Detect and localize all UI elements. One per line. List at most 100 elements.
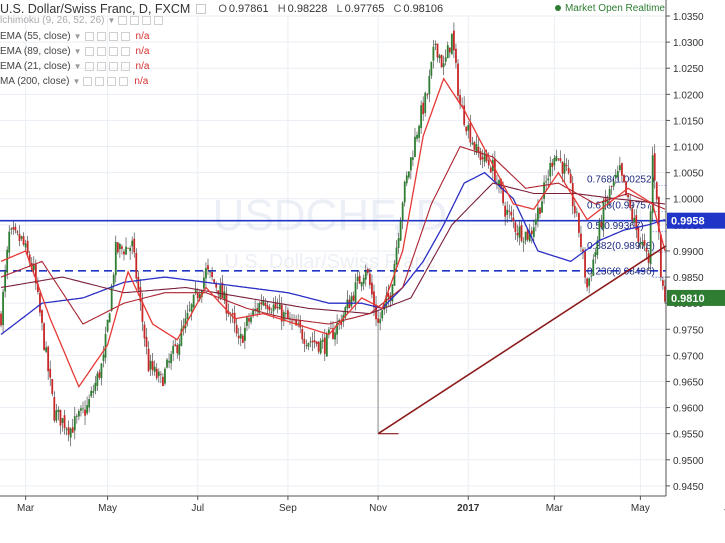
fib-label: 0.382(0.98978) [587,241,655,252]
candle-body [545,181,548,183]
candle-body [506,209,509,215]
chevron-down-icon[interactable]: ▼ [73,32,82,41]
candle-body [205,268,207,279]
gear-icon[interactable] [96,32,106,41]
candle-body [194,289,197,293]
indicator-ema55[interactable]: EMA (55, close) ▼ n/a [0,31,149,42]
close-value: 0.98106 [403,3,444,15]
eye-icon[interactable] [118,16,128,25]
candle-body [63,415,66,429]
more-icon[interactable] [107,77,117,86]
gear-icon[interactable] [96,62,106,71]
candle-body [627,194,629,198]
candle-body [309,341,312,343]
candle-body [469,122,472,143]
watermark-symbol: USDCHF, D [213,191,448,240]
candle-body [610,186,613,188]
candle-body [420,105,423,129]
indicator-ema21[interactable]: EMA (21, close) ▼ n/a [0,61,149,72]
candle-body [473,141,476,150]
chevron-down-icon[interactable]: ▼ [72,77,81,86]
horizontal-levels [0,219,666,272]
chevron-down-icon[interactable]: ▼ [107,16,116,25]
candle-body [22,236,25,245]
close-icon[interactable] [119,77,129,86]
candle-body [39,292,41,313]
fib-label: 0.618(0.99757) [587,200,655,211]
candle-body [608,189,611,200]
candle-body [190,304,193,312]
candle-body [116,242,119,253]
candle-body [219,285,222,298]
indicator-ma200[interactable]: MA (200, close) ▼ n/a [0,76,148,87]
candle-body [362,277,365,284]
candle-body [489,167,492,173]
candle-body [453,30,455,51]
candle-body [317,341,320,352]
candle-body [323,337,326,354]
close-icon[interactable] [120,62,130,71]
close-icon[interactable] [154,16,164,25]
candle-body [202,277,205,289]
candle-body [157,371,160,377]
candle-body [100,363,103,379]
candle-body [92,390,95,393]
candle-body [348,299,351,309]
candle-body [442,63,445,68]
candle-body [352,295,355,301]
eye-icon[interactable] [84,32,94,41]
candle-body [59,409,62,426]
more-icon[interactable] [108,47,118,56]
candle-body [446,45,449,59]
candle-body [334,332,336,340]
candle-body [403,181,406,203]
candle-body [522,241,525,243]
gear-icon[interactable] [130,16,140,25]
close-icon[interactable] [120,32,130,41]
candle-body [368,273,371,285]
price-tick-label: 1.0300 [673,38,704,49]
indicator-ema89[interactable]: EMA (89, close) ▼ n/a [0,46,149,57]
candle-body [662,280,664,286]
close-label: C [393,3,402,15]
eye-icon[interactable] [83,77,93,86]
time-tick-label: Mar [546,503,564,514]
more-icon[interactable] [142,16,152,25]
chevron-down-icon[interactable]: ▼ [73,62,82,71]
candle-body [262,299,265,306]
indicator-ichimoku[interactable]: lchimoku (9, 26, 52, 26) ▼ [0,15,164,26]
candle-body [518,226,521,238]
candle-body [268,306,271,311]
more-icon[interactable] [108,32,118,41]
candle-body [139,287,142,302]
candle-body [32,264,35,270]
candle-body [241,335,244,343]
price-tick-label: 1.0200 [673,90,704,101]
candle-body [209,271,211,273]
gear-icon[interactable] [95,77,105,86]
candle-body [338,319,341,322]
candle-body [639,242,642,244]
chevron-down-icon[interactable]: ▼ [73,47,82,56]
candle-body [131,240,134,247]
high-label: H [277,3,286,15]
candle-body [381,310,384,319]
candle-body [170,354,173,364]
gear-icon[interactable] [96,47,106,56]
candle-body [51,378,54,394]
candle-body [534,219,537,225]
eye-icon[interactable] [84,47,94,56]
candle-body [516,232,519,236]
candle-body [366,269,369,273]
eye-icon[interactable] [84,62,94,71]
candle-body [127,247,129,249]
candle-body [147,348,150,372]
candle-body [559,158,562,161]
price-tick-label: 0.9750 [673,325,704,336]
more-icon[interactable] [108,62,118,71]
candle-body [284,313,287,315]
settings-icon[interactable] [196,4,207,14]
close-icon[interactable] [120,47,130,56]
candle-body [149,360,152,370]
